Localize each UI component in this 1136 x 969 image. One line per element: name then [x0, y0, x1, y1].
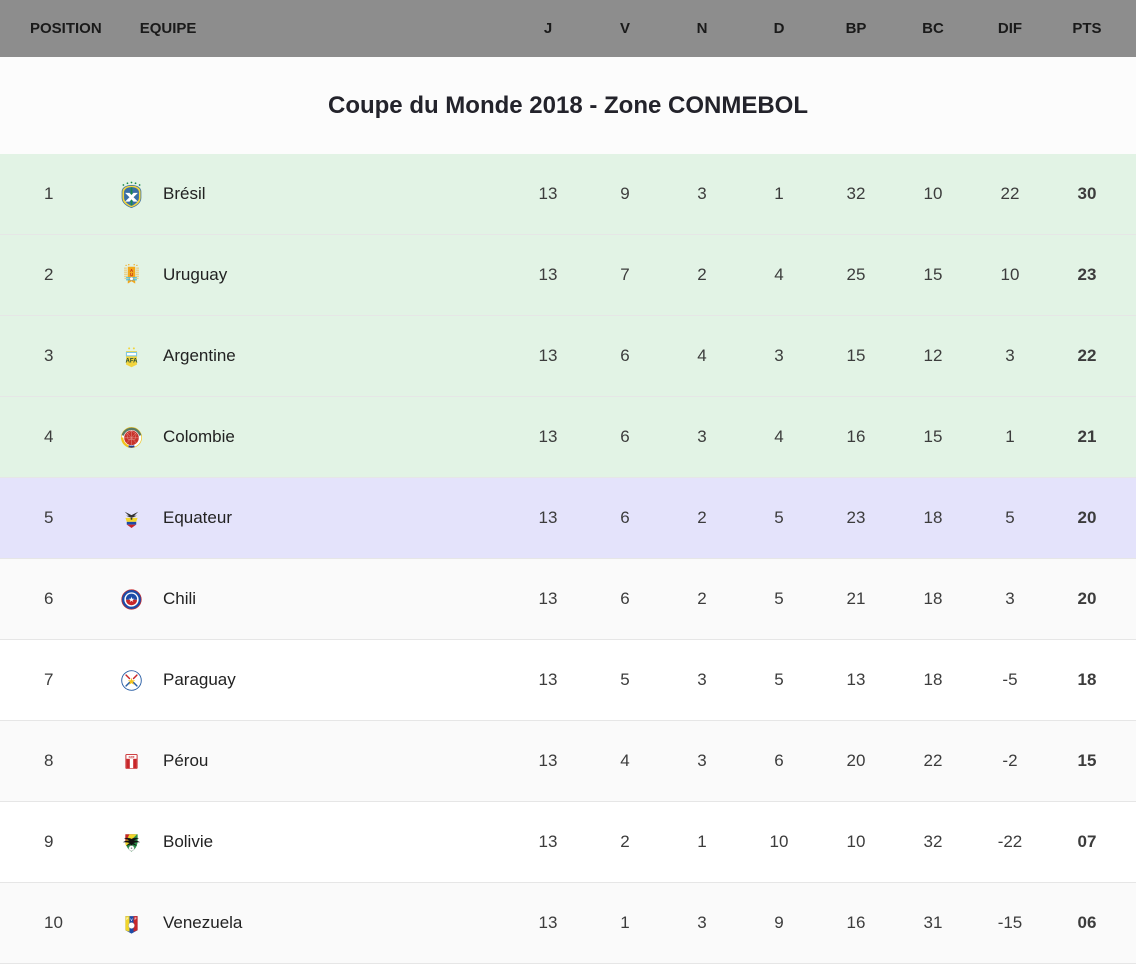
- svg-text:F.P.F: F.P.F: [128, 754, 134, 758]
- svg-text:F: F: [134, 917, 136, 921]
- svg-text:F: F: [126, 917, 128, 921]
- svg-text:AFA: AFA: [125, 358, 138, 364]
